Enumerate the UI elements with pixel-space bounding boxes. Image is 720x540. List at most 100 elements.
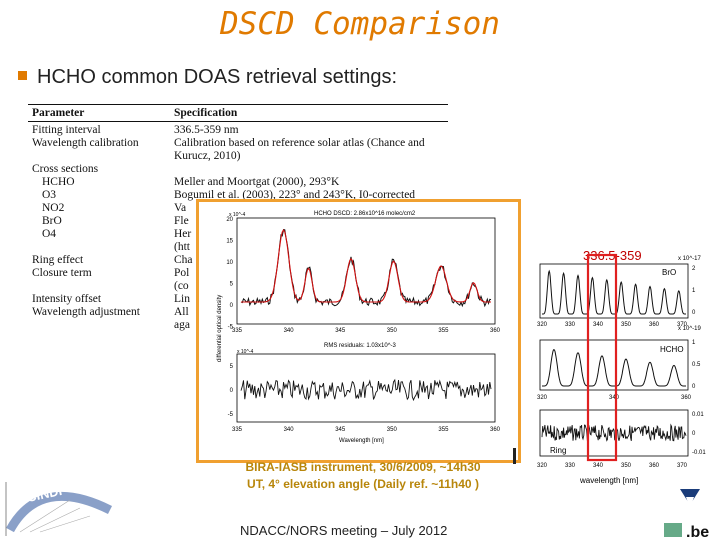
plot-main-xlabel: Wavelength [nm] — [339, 438, 384, 444]
table-row: (htt — [28, 241, 448, 254]
table-top-rule — [28, 104, 448, 105]
cross-section-plots: x 10^-17 BrO 2 1 0 320 330 340 350 360 370 x 10… — [537, 253, 706, 485]
table-row: aga — [28, 319, 448, 332]
footer-text: NDACC/NORS meeting – July 2012 — [240, 523, 448, 538]
x-tick-label: 355 — [438, 427, 449, 433]
x-tick-label: 360 — [649, 322, 660, 328]
plot-main-title: HCHO DSCD: 2.86x10^16 molec/cm2 — [314, 211, 416, 217]
y-tick-label: 5 — [230, 282, 234, 288]
plot-caption: BIRA-IASB instrument, 30/6/2009, ~14h30 … — [208, 459, 518, 493]
table-row: HCHO Meller and Moortgat (2000), 293°K — [28, 176, 448, 189]
hcho-y-tick: 0.5 — [692, 362, 701, 368]
x-tick-label: 340 — [593, 463, 604, 469]
table-spec-cell: Lin — [174, 293, 190, 305]
fitting-window-highlight — [586, 253, 618, 462]
x-tick-label: 320 — [537, 463, 548, 469]
x-tick-label: 340 — [284, 328, 295, 334]
y-tick-label: 10 — [226, 260, 233, 266]
table-spec-cell: Cha — [174, 254, 193, 266]
table-row: O3 Bogumil et al. (2003), 223° and 243°K,… — [28, 189, 448, 202]
x-tick-label: 360 — [681, 395, 692, 401]
table-spec-cell: 336.5-359 nm — [174, 124, 239, 136]
table-row: Wavelength calibration Calibration based … — [28, 137, 448, 150]
x-tick-label: 320 — [537, 395, 548, 401]
plot-main-lower-axes — [236, 353, 496, 423]
ring-y-tick: -0.01 — [692, 450, 706, 456]
plot-main-measured-line — [240, 229, 492, 308]
x-tick-label: 370 — [677, 463, 688, 469]
bullet-text: HCHO common DOAS retrieval settings: — [18, 66, 397, 89]
x-tick-label: 350 — [387, 328, 398, 334]
table-spec-cell: Va — [174, 202, 187, 214]
x-tick-label: 320 — [537, 322, 548, 328]
table-param-cell: Wavelength adjustment — [32, 306, 140, 318]
caption-line-2: UT, 4° elevation angle (Daily ref. ~11h4… — [247, 477, 479, 491]
bullet-label: HCHO common DOAS retrieval settings: — [37, 66, 398, 88]
table-spec-cell: Kurucz, 2010) — [174, 150, 241, 162]
settings-table: Parameter Specification Fitting interval… — [28, 104, 448, 334]
table-spec-cell: Fle — [174, 215, 189, 227]
table-param-cell: Wavelength calibration — [32, 137, 139, 149]
x-tick-label: 340 — [284, 427, 295, 433]
table-param-cell: HCHO — [42, 176, 75, 188]
bro-scale-label: x 10^-17 — [678, 256, 701, 262]
table-row: Closure term Pol — [28, 267, 448, 280]
y-tick-label: 0 — [230, 303, 234, 309]
x-tick-label: 340 — [593, 322, 604, 328]
x-tick-label: 370 — [677, 322, 688, 328]
x-tick-label: 360 — [490, 328, 501, 334]
table-row: O4 Her — [28, 228, 448, 241]
ring-axes — [539, 409, 689, 457]
table-spec-cell: All — [174, 306, 189, 318]
x-tick-label: 360 — [490, 427, 501, 433]
hcho-fit-plot: HCHO DSCD: 2.86x10^16 molec/cm2 x 10^-4 … — [217, 211, 501, 444]
table-param-cell: Ring effect — [32, 254, 84, 266]
bira-logo-inner-icon — [686, 497, 694, 509]
table-param-cell: O4 — [42, 228, 57, 240]
ring-y-tick: 0 — [692, 431, 696, 437]
table-param-cell: Cross sections — [32, 163, 99, 175]
x-tick-label: 360 — [649, 463, 660, 469]
bro-label: BrO — [662, 268, 676, 277]
table-row: Intensity offset Lin — [28, 293, 448, 306]
y-tick-label: 15 — [226, 239, 233, 245]
x-tick-label: 330 — [565, 463, 576, 469]
plot-main-scale-bottom: x 10^-4 — [237, 349, 253, 355]
cindi-rays — [19, 499, 91, 533]
plot-main-fit-line — [241, 228, 491, 303]
x-tick-label: 340 — [609, 395, 620, 401]
be-logo-text: .be — [686, 524, 709, 540]
bro-y-tick: 2 — [692, 266, 696, 272]
table-row: Ring effect Cha — [28, 254, 448, 267]
x-tick-label: 350 — [621, 322, 632, 328]
table-row: Fitting interval 336.5-359 nm — [28, 124, 448, 137]
table-spec-cell: (htt — [174, 241, 190, 253]
y-tick-label: -5 — [228, 325, 234, 331]
table-header-param: Parameter — [32, 107, 85, 119]
plot-main-ylabel: differential optical density — [217, 295, 223, 362]
table-param-cell: BrO — [42, 215, 62, 227]
hcho-scale-label: x 10^-19 — [678, 326, 701, 332]
plot-main-rms-label: RMS residuals: 1.03x10^-3 — [324, 343, 397, 349]
table-param-cell: O3 — [42, 189, 57, 201]
ring-label: Ring — [550, 446, 566, 455]
plot-main-scale-top: x 10^-4 — [229, 212, 245, 218]
table-spec-cell: Her — [174, 228, 192, 240]
table-param-cell: Closure term — [32, 267, 92, 279]
bira-logo: .be — [664, 489, 709, 540]
x-tick-label: 345 — [335, 427, 346, 433]
table-row: NO2 Va — [28, 202, 448, 215]
table-spec-cell: Bogumil et al. (2003), 223° and 243°K, I… — [174, 189, 416, 201]
cindi-arc — [6, 491, 113, 533]
bullet-square-icon — [18, 71, 27, 81]
bro-axes — [539, 263, 689, 319]
table-param-cell: Intensity offset — [32, 293, 102, 305]
x-tick-label: 335 — [232, 427, 243, 433]
y-tick-label: -5 — [228, 412, 234, 418]
x-tick-label: 345 — [335, 328, 346, 334]
hcho-axes — [539, 339, 689, 391]
plot-main-residual-line — [240, 378, 492, 402]
table-row: BrO Fle — [28, 215, 448, 228]
hcho-cross-section-line — [542, 348, 686, 387]
x-tick-label: 330 — [565, 322, 576, 328]
